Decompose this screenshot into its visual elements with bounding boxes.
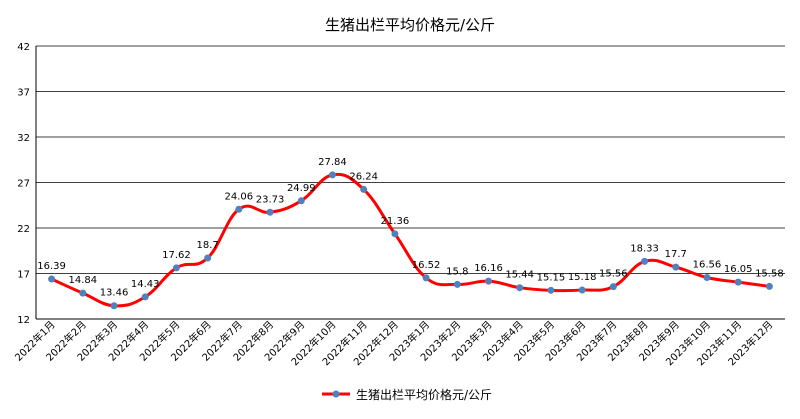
data-point [578,286,586,294]
data-point [141,293,149,301]
data-label: 17.62 [162,250,191,261]
data-point [297,197,305,205]
data-point [328,171,336,179]
data-label: 13.46 [100,288,129,299]
data-point [360,185,368,193]
data-label: 15.8 [446,266,468,277]
data-label: 24.06 [225,191,254,202]
data-label: 15.18 [568,272,597,283]
y-tick-label: 37 [17,88,30,99]
legend-label: 生猪出栏平均价格元/公斤 [356,387,492,402]
data-point [235,205,243,213]
series-layer [48,171,773,310]
data-label: 18.33 [630,243,659,254]
data-label: 23.73 [256,194,285,205]
legend-marker-swatch [332,390,340,398]
x-axis-ticks: 2022年1月2022年2月2022年3月2022年4月2022年5月2022年… [12,318,776,368]
data-label: 16.16 [474,263,503,274]
data-point [609,283,617,291]
data-label: 21.36 [381,216,410,227]
legend: 生猪出栏平均价格元/公斤 [322,387,492,402]
data-point [110,302,118,310]
data-point [703,274,711,282]
data-label: 27.84 [318,157,347,168]
data-point [516,284,524,292]
data-point [641,257,649,265]
y-tick-label: 12 [17,315,30,326]
data-label: 14.84 [68,275,97,286]
data-label: 16.39 [37,261,66,272]
data-point [453,280,461,288]
data-label: 18.7 [197,240,219,251]
data-point [391,230,399,238]
axes [35,46,785,320]
data-label: 14.43 [131,279,160,290]
data-label: 26.24 [349,171,378,182]
data-point [765,282,773,290]
y-tick-label: 27 [17,179,30,190]
grid-lines [36,45,785,274]
data-point [485,277,493,285]
data-label: 15.58 [755,268,784,279]
y-axis-ticks: 12 17 22 27 32 37 42 [17,42,30,326]
data-point [79,289,87,297]
data-label: 16.52 [412,260,441,271]
y-tick-label: 32 [17,133,30,144]
data-label: 15.15 [537,272,566,283]
data-point [204,254,212,262]
data-label: 15.44 [505,270,534,281]
data-label: 16.56 [693,260,722,271]
data-point [48,275,56,283]
y-tick-label: 17 [17,270,30,281]
chart-title: 生猪出栏平均价格元/公斤 [325,16,495,34]
data-label: 24.99 [287,183,316,194]
data-label: 17.7 [665,249,687,260]
data-label: 15.56 [599,269,628,280]
data-point [422,274,430,282]
data-point [266,208,274,216]
data-point [172,264,180,272]
data-point [547,286,555,294]
data-label: 16.05 [724,264,753,275]
y-tick-label: 22 [17,224,30,235]
y-tick-label: 42 [17,42,30,53]
data-point [734,278,742,286]
data-point [672,263,680,271]
